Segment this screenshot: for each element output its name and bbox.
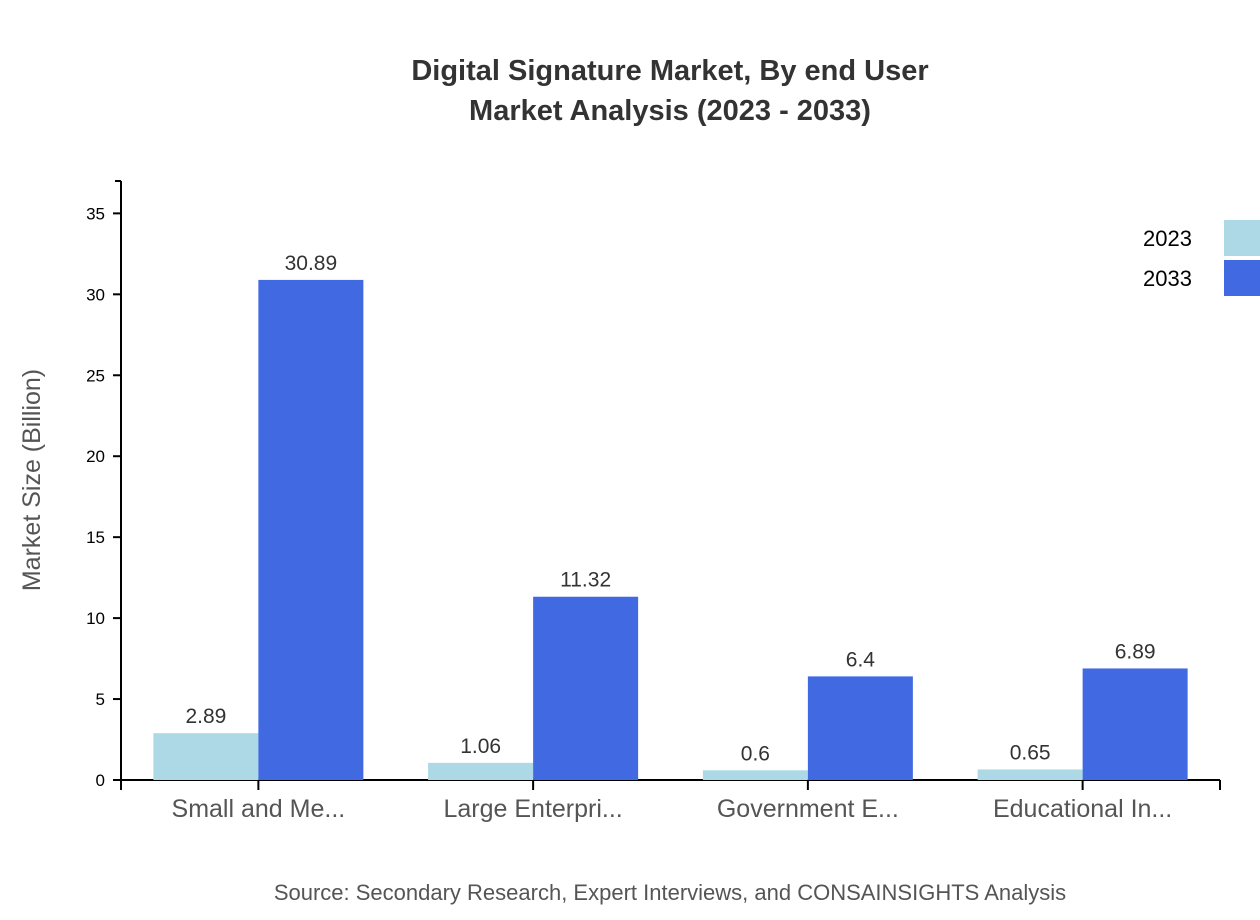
- legend-swatch-2023: [1224, 220, 1260, 256]
- bars: 2.89 30.89 1.06 11.32 0.6 6.4 0.65 6.89: [153, 252, 1188, 780]
- chart-subtitle: Market Analysis (2023 - 2033): [469, 95, 871, 127]
- x-tick-label: Educational In...: [993, 795, 1172, 823]
- legend: 2023 2033: [1143, 220, 1260, 296]
- data-label: 0.6: [741, 742, 770, 765]
- y-tick-label: 5: [96, 690, 105, 709]
- legend-label: 2023: [1143, 226, 1192, 251]
- y-tick-label: 25: [86, 366, 105, 385]
- axes: 0 5 10 15 20 25 30 35 Small and Me... Large Enter…: [86, 180, 1221, 823]
- bar-2033: [258, 279, 364, 780]
- bar-2023: [977, 769, 1083, 780]
- source-note: Source: Secondary Research, Expert Inter…: [274, 880, 1066, 905]
- y-tick-label: 30: [86, 285, 105, 304]
- chart-title: Digital Signature Market, By end User: [411, 55, 928, 87]
- bar-2033: [1082, 668, 1188, 780]
- y-tick-label: 0: [96, 771, 105, 790]
- y-tick-label: 20: [86, 447, 105, 466]
- data-label: 0.65: [1010, 741, 1051, 764]
- data-label: 11.32: [560, 569, 611, 592]
- y-tick-label: 10: [86, 609, 105, 628]
- y-tick-label: 35: [86, 204, 105, 223]
- data-label: 30.89: [285, 252, 338, 275]
- legend-label: 2033: [1143, 266, 1192, 291]
- x-tick-label: Government E...: [717, 795, 899, 823]
- data-label: 1.06: [460, 735, 501, 758]
- legend-swatch-2033: [1224, 260, 1260, 296]
- bar-2033: [807, 676, 913, 780]
- data-label: 2.89: [185, 705, 226, 728]
- bar-2033: [533, 596, 639, 780]
- data-label: 6.89: [1115, 640, 1156, 663]
- bar-2023: [428, 762, 534, 780]
- bar-2023: [153, 733, 259, 780]
- x-tick-label: Small and Me...: [172, 795, 346, 823]
- x-tick-label: Large Enterpri...: [443, 795, 622, 823]
- y-tick-label: 15: [86, 528, 105, 547]
- data-label: 6.4: [846, 648, 876, 671]
- y-axis-label: Market Size (Billion): [18, 369, 46, 591]
- bar-2023: [702, 770, 808, 780]
